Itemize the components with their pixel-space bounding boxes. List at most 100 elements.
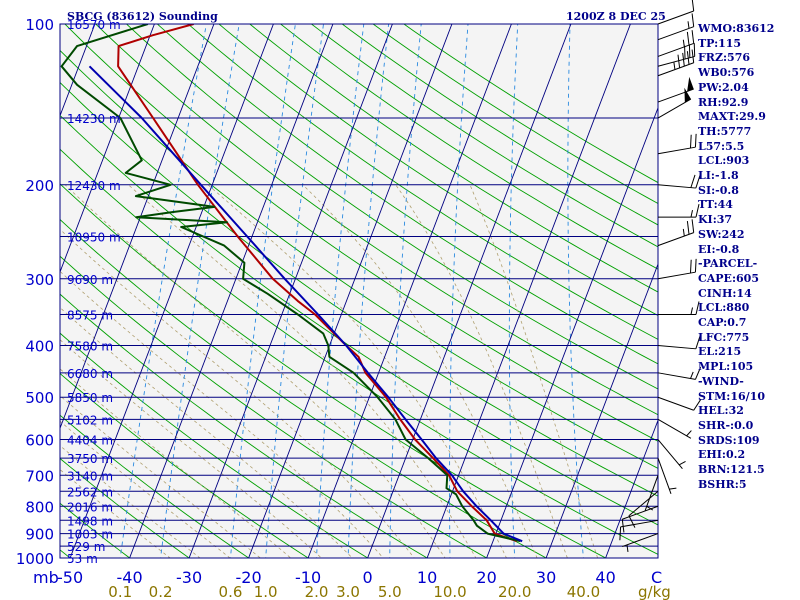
wind-barb-flag [621, 519, 625, 533]
wind-barb-flag [691, 49, 695, 63]
index-item: L57:5.5 [698, 139, 745, 153]
pressure-tick-label: 1000 [16, 550, 54, 568]
isotherm [129, 24, 334, 558]
pressure-tick-label: 600 [25, 432, 54, 450]
dry-adiabat [187, 24, 658, 340]
height-label: 53 m [67, 552, 98, 566]
dry-adiabat [279, 24, 658, 270]
dry-adiabat [60, 218, 548, 558]
wind-barb-flag [689, 259, 692, 274]
mixing-ratio-line [347, 24, 390, 558]
wind-barb-flag [693, 398, 702, 411]
index-item: EHI:0.2 [698, 448, 746, 462]
isotherm [60, 24, 215, 430]
wind-barb-flag [628, 515, 636, 528]
index-item: PW:2.04 [698, 80, 749, 94]
mixing-ratio-line [119, 24, 207, 558]
wind-barb-staff [657, 345, 696, 350]
index-item: STM:16/10 [698, 389, 765, 403]
index-item: SHR-:0.0 [698, 418, 754, 432]
wind-barb-flag [619, 526, 622, 541]
mixing-ratio-label: 0.6 [219, 583, 243, 600]
wind-barb-flag [686, 31, 690, 46]
index-item: EI:-0.8 [698, 242, 740, 256]
height-label: 3140 m [67, 469, 113, 483]
index-item: BRN:121.5 [698, 463, 765, 477]
wind-barb-flag [695, 175, 701, 189]
wind-barb [628, 490, 659, 528]
height-label: 5102 m [67, 413, 113, 427]
wind-barb [658, 301, 700, 316]
isotherm [605, 419, 658, 558]
dry-adiabat [403, 24, 658, 184]
wind-barb-half-flag [669, 487, 677, 490]
temperature-tick-label: -50 [57, 568, 83, 587]
pressure-tick-label: 500 [25, 389, 54, 407]
wind-barb [657, 418, 692, 439]
wind-barb-half-flag [687, 21, 690, 29]
index-item: LCL:903 [698, 154, 750, 168]
dry-adiabat [60, 81, 658, 497]
wind-barb-flag [694, 133, 697, 148]
chart-title-station: SBCG (83612) Sounding [67, 10, 218, 23]
mixing-ratio-line [449, 24, 469, 558]
moist-adiabat [60, 445, 201, 558]
wind-barb-pennant [687, 76, 694, 92]
pressure-tick-label: 300 [25, 271, 54, 289]
wind-barb-flag [695, 301, 700, 315]
mixing-ratio-label: 10.0 [433, 583, 466, 600]
index-item: LCL:880 [698, 301, 750, 315]
isotherm [486, 106, 658, 558]
index-item: SI:-0.8 [698, 183, 739, 197]
temperature-tick-label: -30 [176, 568, 202, 587]
dry-adiabat [372, 24, 658, 204]
wind-barb-staff [657, 372, 696, 380]
dry-adiabat [60, 148, 658, 555]
mixing-ratio-label: 20.0 [498, 583, 531, 600]
height-label: 6680 m [67, 367, 113, 381]
moist-adiabat [60, 307, 353, 558]
isotherm [60, 24, 155, 274]
wind-barb-staff [657, 184, 696, 189]
moist-adiabat [60, 270, 384, 558]
wind-barb [657, 76, 694, 103]
height-label: 12430 m [67, 179, 121, 193]
wind-barb [657, 49, 695, 77]
pressure-tick-label: 200 [25, 177, 54, 195]
temperature-tick-label: 0 [363, 568, 373, 587]
wind-barb-staff [620, 519, 659, 528]
dry-adiabat [310, 24, 658, 248]
wind-barb [657, 396, 702, 411]
temperature-tick-label: 40 [595, 568, 615, 587]
temperature-tick-label: 20 [476, 568, 496, 587]
dry-adiabat [125, 24, 658, 390]
wind-barb [657, 0, 695, 25]
wind-barb-half-flag [678, 461, 686, 466]
wind-barb-flag [691, 13, 695, 27]
x-axis-unit-left: mb [33, 568, 59, 587]
isotherm [188, 24, 393, 558]
wind-barb-flag [695, 335, 701, 349]
wind-barb [657, 366, 702, 380]
wind-barb-half-flag [673, 62, 676, 70]
isotherm [426, 24, 631, 558]
height-label: 2016 m [67, 500, 113, 514]
height-label: 16570 m [67, 18, 121, 32]
index-item: CAPE:605 [698, 271, 759, 285]
temperature-tick-label: 30 [536, 568, 556, 587]
wind-barb-staff [657, 88, 694, 103]
pressure-tick-label: 400 [25, 338, 54, 356]
x-axis-unit-right: C [651, 568, 662, 587]
temperature-tick-label: 10 [417, 568, 437, 587]
moist-adiabat [128, 184, 477, 558]
wind-barb-staff [622, 533, 659, 548]
wind-barb-half-flag [682, 39, 685, 47]
index-item: SW:242 [698, 227, 745, 241]
pressure-tick-label: 700 [25, 467, 54, 485]
dry-adiabat [60, 255, 488, 558]
dry-adiabat [60, 414, 250, 558]
wind-barb [657, 335, 701, 350]
wind-barb [657, 13, 695, 41]
index-item: WB0:576 [698, 66, 755, 80]
